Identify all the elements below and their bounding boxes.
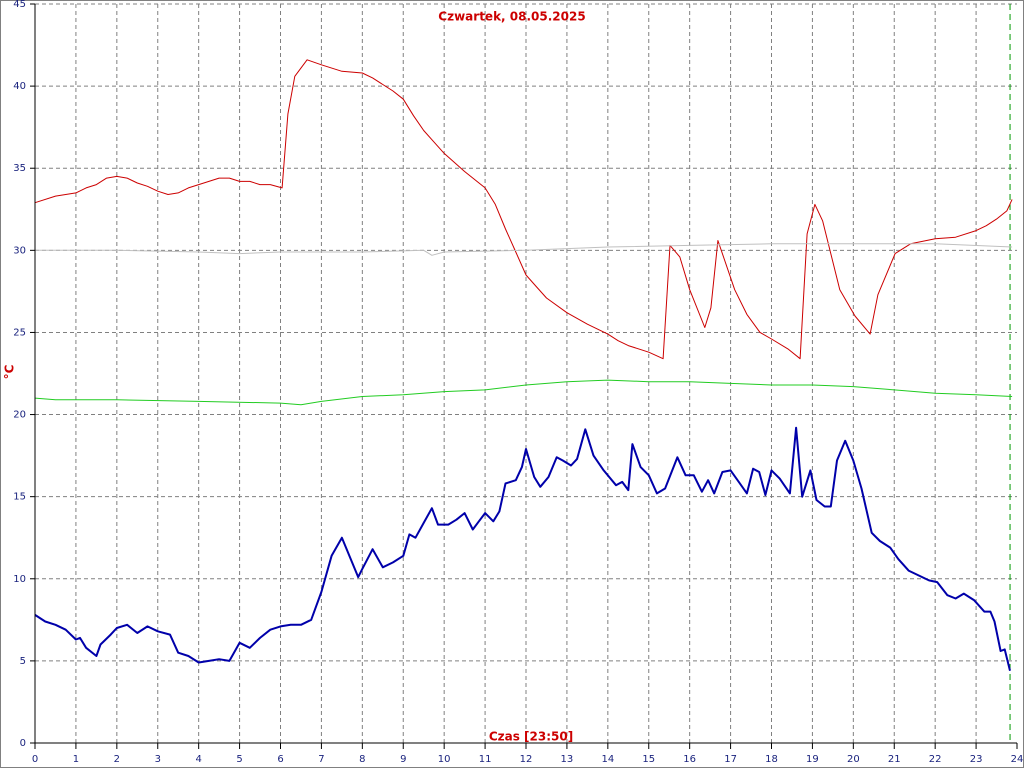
series-line bbox=[34, 426, 1011, 671]
x-tick-label: 5 bbox=[236, 754, 242, 765]
x-tick-label: 0 bbox=[32, 754, 38, 765]
y-tick-label: 40 bbox=[13, 81, 26, 92]
x-tick-label: 16 bbox=[683, 754, 696, 765]
y-tick-label: 5 bbox=[20, 656, 26, 667]
x-tick-label: 24 bbox=[1011, 754, 1024, 765]
x-tick-label: 2 bbox=[114, 754, 120, 765]
x-tick-label: 17 bbox=[724, 754, 737, 765]
plot bbox=[34, 4, 1013, 743]
y-tick-label: 30 bbox=[13, 245, 26, 256]
y-tick-label: 10 bbox=[13, 574, 26, 585]
x-tick-label: 6 bbox=[277, 754, 283, 765]
x-axis-label: Czas [23:50] bbox=[489, 730, 573, 744]
series-line bbox=[34, 379, 1013, 406]
x-tick-label: 10 bbox=[438, 754, 451, 765]
x-tick-label: 9 bbox=[400, 754, 406, 765]
x-tick-label: 21 bbox=[888, 754, 901, 765]
chart-title: Czwartek, 08.05.2025 bbox=[438, 10, 585, 24]
y-tick-label: 25 bbox=[13, 327, 26, 338]
y-tick-label: 35 bbox=[13, 163, 26, 174]
x-tick-label: 13 bbox=[561, 754, 574, 765]
x-tick-label: 20 bbox=[847, 754, 860, 765]
x-tick-label: 7 bbox=[318, 754, 324, 765]
x-tick-label: 23 bbox=[970, 754, 983, 765]
x-tick-label: 15 bbox=[642, 754, 655, 765]
x-tick-label: 22 bbox=[929, 754, 942, 765]
x-tick-label: 4 bbox=[195, 754, 201, 765]
grid bbox=[35, 3, 1017, 743]
x-tick-label: 8 bbox=[359, 754, 365, 765]
x-tick-label: 12 bbox=[520, 754, 533, 765]
y-tick-label: 45 bbox=[13, 0, 26, 10]
series-line bbox=[35, 243, 1013, 256]
x-tick-label: 1 bbox=[73, 754, 79, 765]
series-line bbox=[34, 59, 1013, 360]
x-tick-label: 19 bbox=[806, 754, 819, 765]
x-tick-label: 18 bbox=[765, 754, 778, 765]
x-tick-label: 11 bbox=[479, 754, 492, 765]
y-tick-label: 0 bbox=[20, 738, 26, 749]
y-tick-label: 15 bbox=[13, 492, 26, 503]
x-tick-label: 14 bbox=[601, 754, 614, 765]
y-axis-label: °C bbox=[3, 364, 17, 379]
y-tick-label: 20 bbox=[13, 410, 26, 421]
x-tick-label: 3 bbox=[155, 754, 161, 765]
